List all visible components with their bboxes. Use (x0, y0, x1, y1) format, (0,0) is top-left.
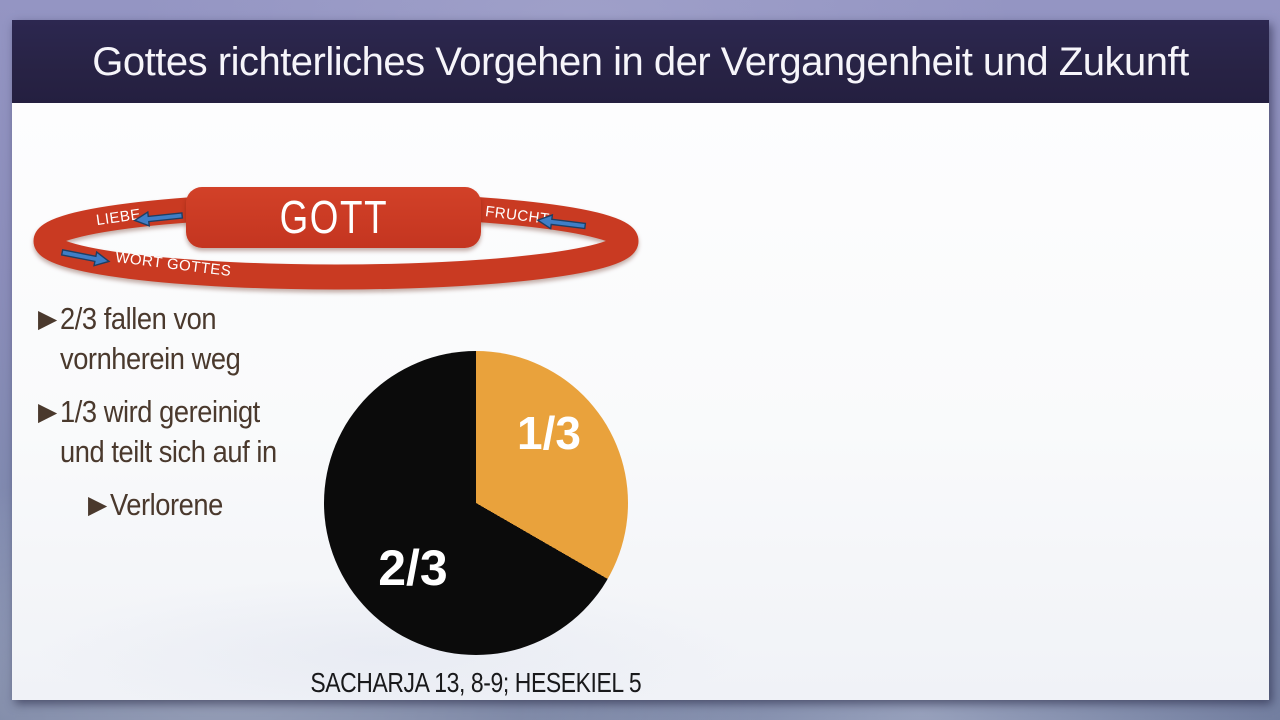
list-item: ▶ Verlorene (88, 485, 378, 525)
slide-content: GOTT LIEBE FRUCHT WORT GOTTES ▶ 2/3 fall… (12, 103, 1269, 700)
bullet-text: 2/3 fallen von vornherein weg (60, 301, 241, 376)
arrow-left-icon (534, 212, 588, 234)
triangle-bullet-icon: ▶ (88, 491, 108, 519)
pie-slice-label-one-third: 1/3 (517, 407, 581, 459)
bullet-list: ▶ 2/3 fallen von vornherein weg ▶ 1/3 wi… (38, 299, 378, 525)
pie-slice-label-two-thirds: 2/3 (378, 540, 448, 596)
gott-node: GOTT (186, 187, 481, 248)
list-item: ▶ 1/3 wird gereinigt und teilt sich auf … (38, 392, 378, 472)
triangle-bullet-icon: ▶ (38, 398, 58, 426)
gott-label: GOTT (279, 191, 388, 243)
chart-caption: SACHARJA 13, 8-9; HESEKIEL 5 (310, 667, 642, 698)
pie-chart (324, 351, 628, 655)
triangle-bullet-icon: ▶ (38, 305, 58, 333)
arrow-left-icon (131, 207, 184, 228)
arrow-right-icon (59, 244, 113, 270)
list-item: ▶ 2/3 fallen von vornherein weg (38, 299, 378, 379)
slide: Gottes richterliches Vorgehen in der Ver… (12, 20, 1269, 700)
bullet-text: 1/3 wird gereinigt und teilt sich auf in (60, 394, 277, 469)
page-title: Gottes richterliches Vorgehen in der Ver… (92, 40, 1189, 84)
pie-chart-container: 1/3 2/3 (324, 351, 628, 655)
title-bar: Gottes richterliches Vorgehen in der Ver… (12, 20, 1269, 103)
bullet-text: Verlorene (110, 487, 224, 522)
